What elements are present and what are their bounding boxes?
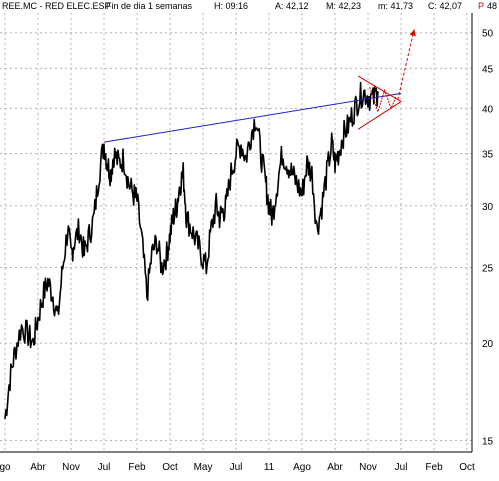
triangle-lower-line — [357, 101, 402, 130]
header-extra: 48 — [487, 1, 497, 11]
y-tick-label-4: 35 — [482, 150, 494, 161]
x-tick-label-9: Ago — [293, 462, 311, 473]
y-tick-label-0: 15 — [482, 437, 494, 448]
header-high: H: 09:16 — [214, 1, 248, 11]
header-ticker: REE.MC - RED ELEC.ESP — [2, 1, 111, 11]
x-tick-label-11: Nov — [359, 462, 377, 473]
projection-arrow-shaft — [397, 29, 415, 101]
x-tick-label-2: Nov — [62, 462, 80, 473]
price-layer — [4, 81, 379, 419]
x-tick-label-10: Abr — [327, 462, 343, 473]
x-tick-label-14: Oct — [459, 462, 475, 473]
triangle-zigzag — [369, 86, 397, 114]
y-tick-label-3: 30 — [482, 202, 494, 213]
x-tick-label-0: go — [0, 462, 11, 473]
annotation-layer — [103, 29, 416, 143]
y-tick-label-7: 50 — [482, 29, 494, 40]
x-tick-label-8: 11 — [264, 462, 275, 473]
projection-arrow-head — [409, 29, 416, 37]
x-tick-label-1: Abr — [30, 462, 46, 473]
price-series-0 — [4, 81, 379, 419]
header-ask: A: 42,12 — [275, 1, 309, 11]
x-tick-label-5: Oct — [162, 462, 178, 473]
header-low: m: 41,73 — [378, 1, 413, 11]
x-tick-label-4: Feb — [128, 462, 146, 473]
header-p-label: P — [478, 1, 484, 11]
x-tick-label-7: Jul — [230, 462, 243, 473]
header-period: Fin de dia 1 semanas — [106, 1, 193, 11]
chart-header: REE.MC - RED ELEC.ESP Fin de dia 1 seman… — [2, 1, 497, 11]
y-tick-label-2: 25 — [482, 264, 494, 275]
x-tick-label-6: May — [194, 462, 213, 473]
header-mid: M: 42,23 — [326, 1, 361, 11]
header-close: C: 42,07 — [428, 1, 462, 11]
x-tick-label-13: Feb — [425, 462, 443, 473]
y-tick-label-1: 20 — [482, 339, 494, 350]
axis-layer: 15 20 25 30 35 40 45 50 go Abr Nov Jul Feb Oct May Jul 1… — [0, 13, 494, 473]
y-tick-label-6: 45 — [482, 64, 494, 75]
triangle-upper-line — [357, 75, 402, 103]
x-tick-label-12: Jul — [395, 462, 408, 473]
resistance-trendline — [103, 92, 402, 143]
y-tick-label-5: 40 — [482, 104, 494, 115]
x-tick-label-3: Jul — [98, 462, 111, 473]
